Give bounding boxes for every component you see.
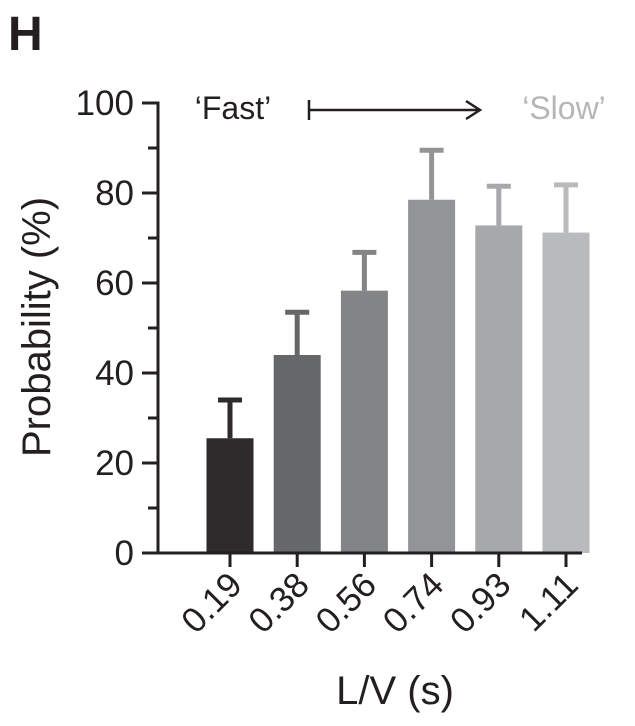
y-tick-label: 0 bbox=[115, 534, 134, 573]
speed-annotation: ‘Fast’ ‘Slow’ bbox=[195, 90, 606, 126]
slow-label: ‘Slow’ bbox=[522, 90, 606, 126]
y-axis-label: Probability (%) bbox=[15, 197, 59, 457]
y-tick-label: 100 bbox=[76, 84, 134, 123]
x-tick-label: 0.74 bbox=[376, 565, 452, 641]
x-tick-label: 0.56 bbox=[308, 565, 384, 641]
y-tick-label: 60 bbox=[95, 264, 134, 303]
bar bbox=[475, 225, 523, 553]
x-tick-label: 1.11 bbox=[512, 565, 586, 639]
panel-label: H bbox=[8, 8, 43, 61]
bar bbox=[340, 290, 388, 553]
bar bbox=[273, 355, 321, 553]
arrow-head bbox=[465, 99, 483, 121]
y-tick-label: 80 bbox=[95, 174, 134, 213]
plot-area: 0 20 40 60 80 100 0.190.380.560.740.931.11 bbox=[76, 84, 590, 641]
bar bbox=[408, 199, 456, 553]
x-tick-label: 0.93 bbox=[443, 565, 519, 641]
y-tick-label: 20 bbox=[95, 444, 134, 483]
y-tick-label: 40 bbox=[95, 354, 134, 393]
fast-label: ‘Fast’ bbox=[195, 90, 271, 126]
x-axis-label: L/V (s) bbox=[336, 669, 454, 713]
bar bbox=[206, 438, 254, 553]
bar bbox=[542, 232, 590, 553]
x-tick-label: 0.38 bbox=[241, 565, 317, 641]
x-tick-label: 0.19 bbox=[174, 565, 250, 641]
